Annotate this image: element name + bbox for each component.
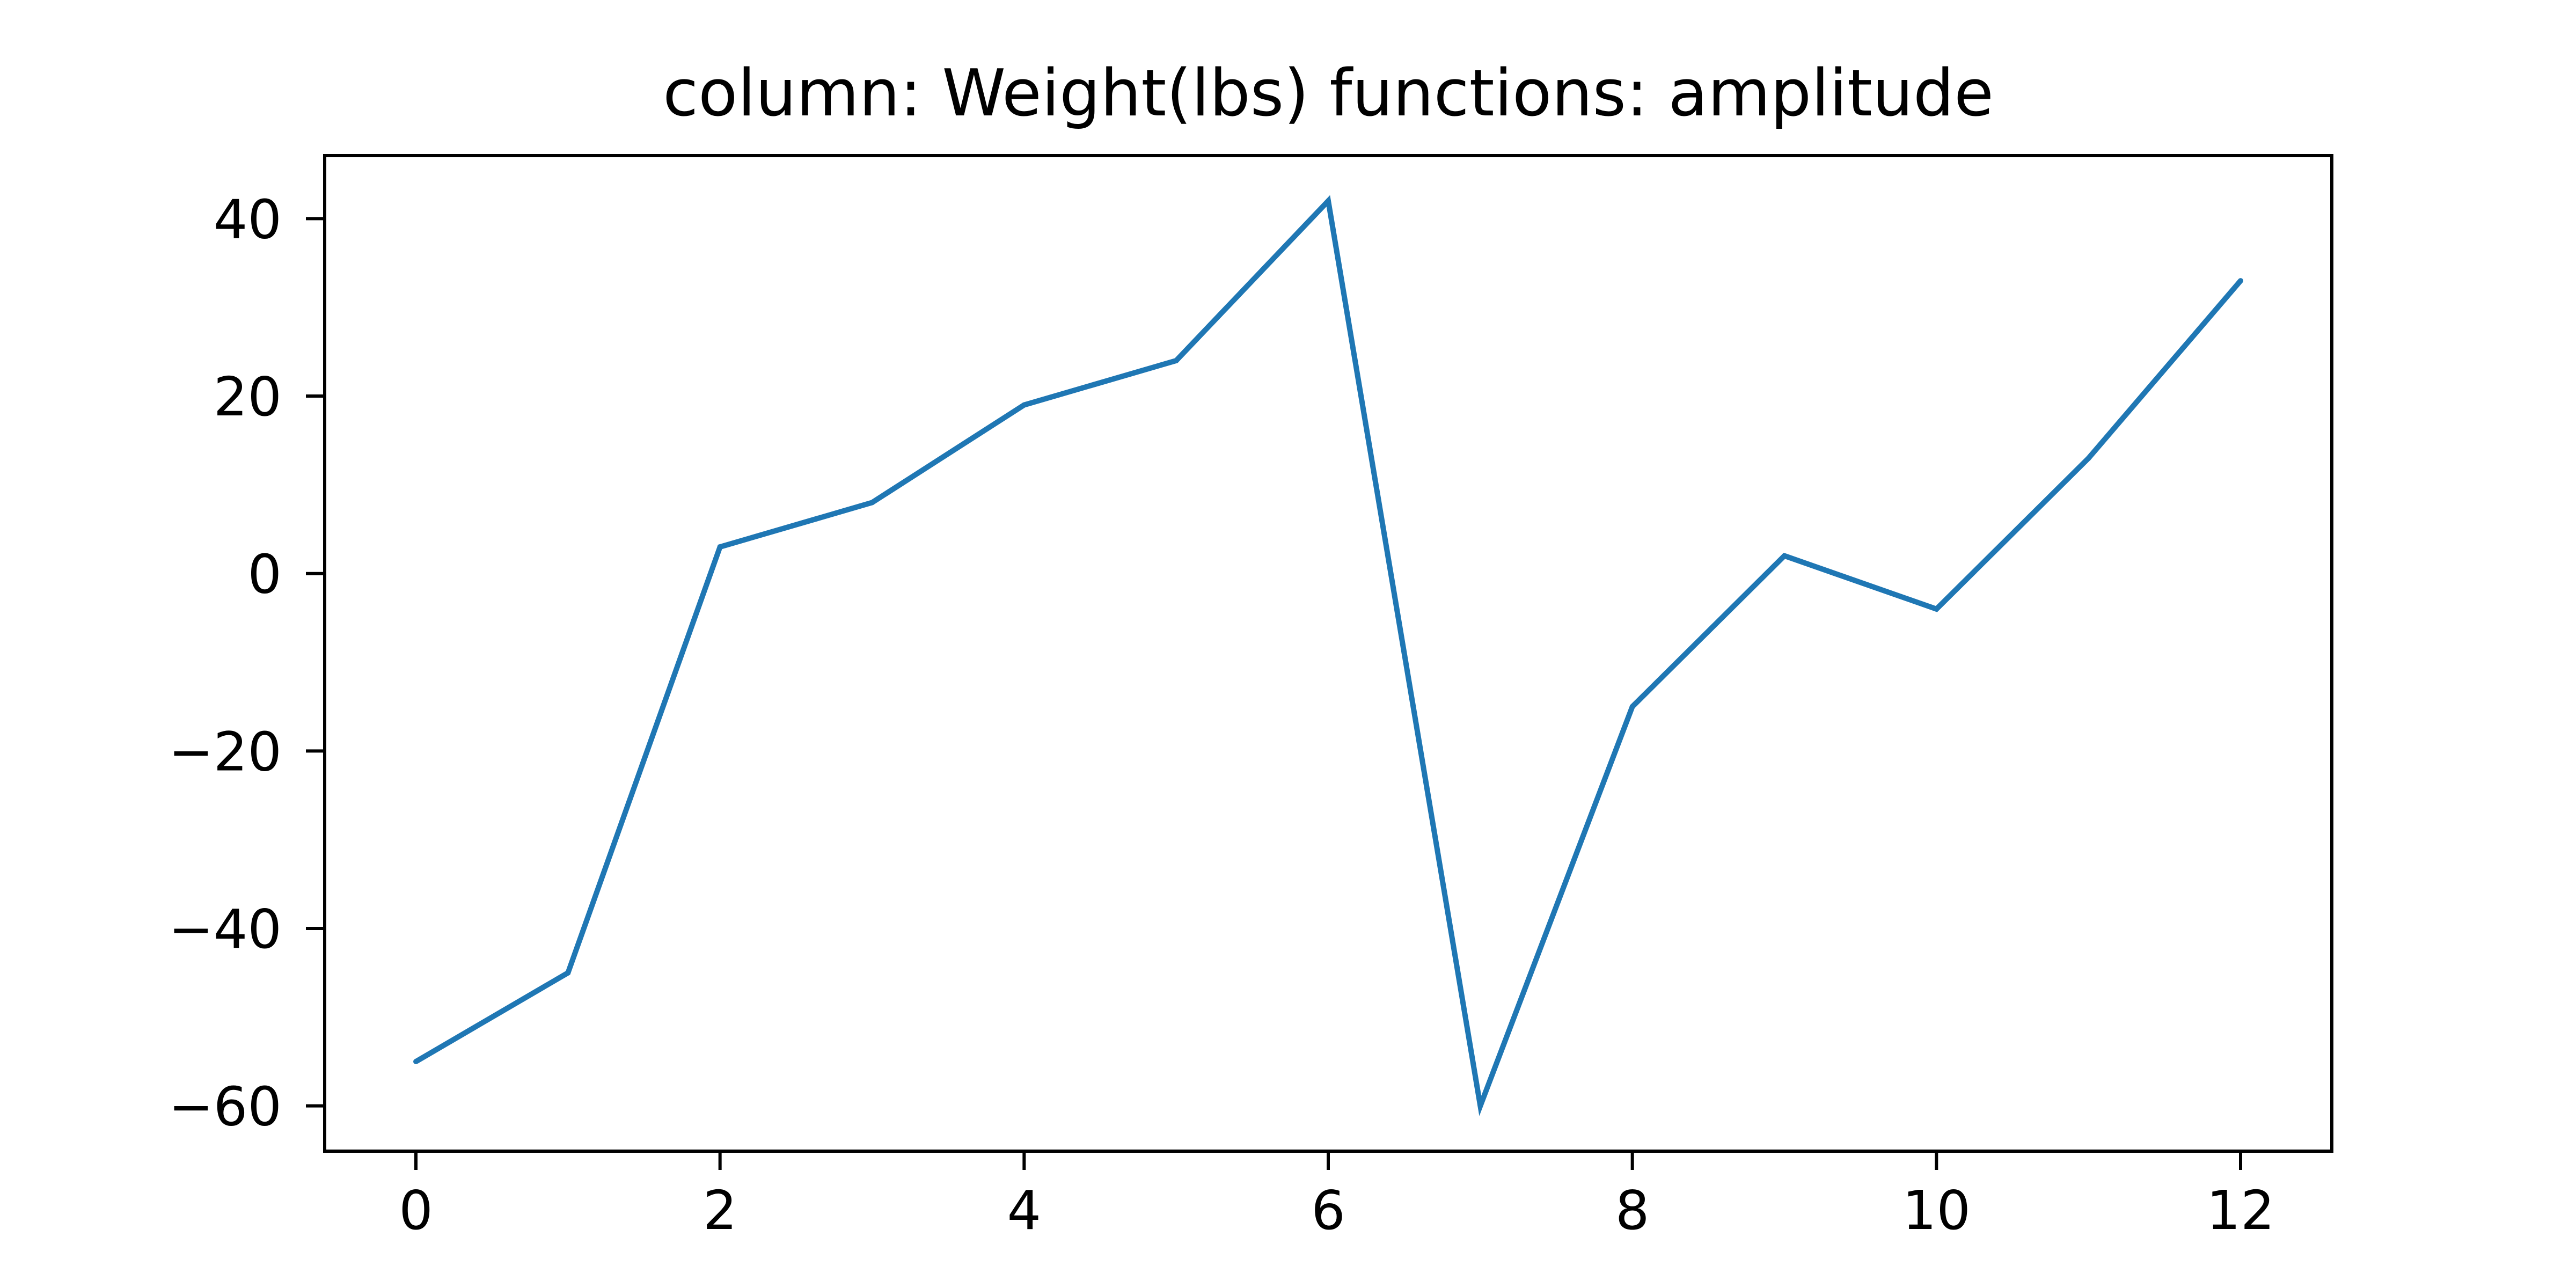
x-tick-label: 0 [399,1179,433,1242]
data-point [869,500,875,506]
data-point [717,544,723,550]
data-point [1782,553,1787,559]
y-tick-label: −20 [169,720,282,783]
series-layer [413,195,2243,1116]
data-point [2238,278,2243,284]
data-point [413,1059,419,1065]
y-tick-label: 40 [214,188,282,251]
data-point [1326,198,1331,204]
y-tick-label: −60 [169,1075,282,1138]
x-tick-label: 2 [703,1179,737,1242]
chart-title: column: Weight(lbs) functions: amplitude [663,56,1994,131]
x-tick-label: 10 [1902,1179,1971,1242]
x-tick-label: 4 [1007,1179,1042,1242]
y-tick-label: −40 [169,898,282,961]
data-point [2085,455,2091,461]
series-line [414,195,2243,1116]
data-point [1021,402,1027,408]
data-point [1173,357,1179,363]
data-point [1629,704,1635,709]
y-tick-label: 0 [247,543,282,606]
x-axis: 0 2 4 6 8 10 12 [399,1151,2275,1242]
data-point [1934,606,1940,612]
x-tick-label: 12 [2206,1179,2274,1242]
y-axis: 40 20 0 −20 −40 −60 [169,188,325,1138]
data-point [1477,1103,1483,1109]
x-tick-label: 8 [1615,1179,1650,1242]
data-point [565,970,571,976]
y-tick-label: 20 [214,365,282,428]
plot-area [323,154,2333,1153]
x-tick-label: 6 [1311,1179,1345,1242]
